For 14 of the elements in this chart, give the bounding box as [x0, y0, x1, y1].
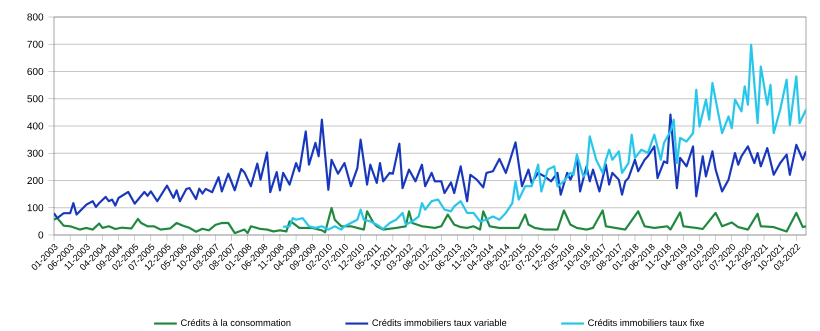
legend-label: Crédits à la consommation: [181, 319, 290, 326]
line-series: [54, 114, 806, 220]
y-tick-label: 200: [27, 177, 44, 184]
y-tick-label: 700: [27, 40, 44, 48]
line-series: [282, 44, 806, 231]
y-tick-label: 600: [27, 68, 44, 76]
y-tick-label: 300: [27, 150, 44, 157]
y-tick-label: 100: [28, 204, 44, 212]
y-tick-label: 0: [38, 232, 44, 239]
y-tick-label: 800: [27, 14, 44, 21]
y-tick-label: 400: [27, 122, 44, 130]
legend-label: Crédits immobiliers taux fixe: [588, 319, 704, 326]
y-tick-label: 500: [27, 95, 44, 102]
legend-label: Crédits immobiliers taux variable: [372, 319, 506, 326]
